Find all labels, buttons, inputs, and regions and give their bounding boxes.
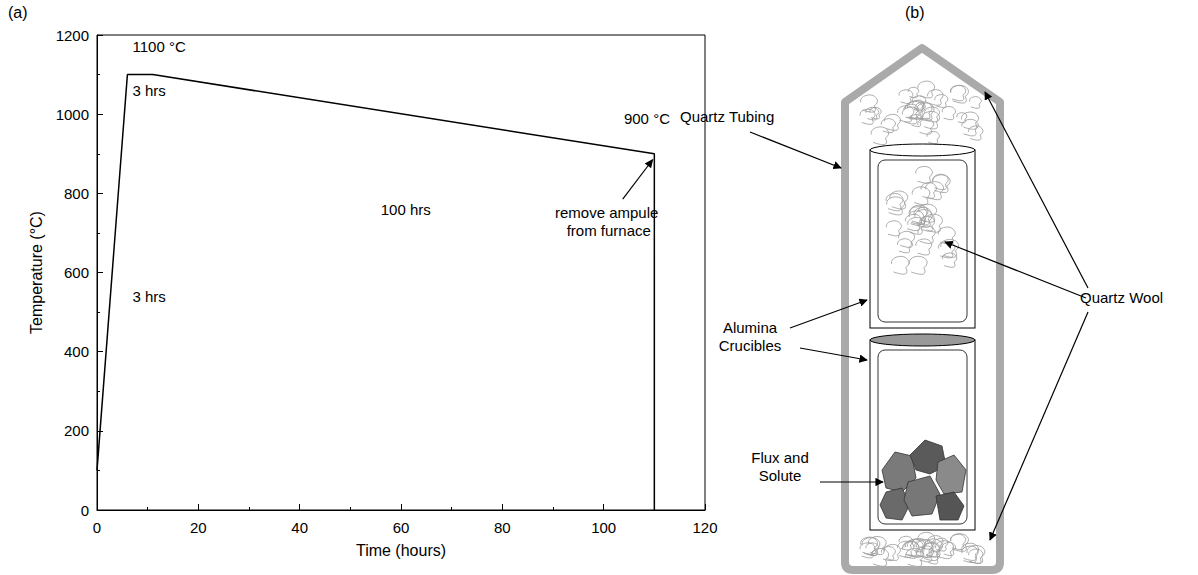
svg-text:100: 100 [591,519,616,536]
svg-text:3 hrs: 3 hrs [132,288,165,305]
svg-text:600: 600 [64,264,89,281]
svg-text:800: 800 [64,185,89,202]
svg-text:from furnace: from furnace [567,222,651,239]
svg-text:Flux andSolute: Flux andSolute [751,449,809,484]
svg-text:0: 0 [93,519,101,536]
svg-text:400: 400 [64,343,89,360]
svg-text:AluminaCrucibles: AluminaCrucibles [719,319,782,354]
svg-text:40: 40 [291,519,308,536]
svg-text:900 °C: 900 °C [624,110,670,127]
svg-text:60: 60 [393,519,410,536]
svg-text:Time (hours): Time (hours) [356,542,446,559]
svg-text:0: 0 [81,502,89,519]
html-text:(b): (b) [905,4,925,21]
svg-text:Quartz Wool: Quartz Wool [1080,289,1163,306]
svg-text:Temperature (°C): Temperature (°C) [28,211,45,334]
svg-text:20: 20 [190,519,207,536]
svg-text:1000: 1000 [56,106,89,123]
svg-text:3 hrs: 3 hrs [132,82,165,99]
svg-text:120: 120 [692,519,717,536]
svg-text:remove ampule: remove ampule [555,204,663,221]
svg-text:Quartz Tubing: Quartz Tubing [680,108,774,125]
svg-text:100 hrs: 100 hrs [381,201,431,218]
svg-text:1100 °C: 1100 °C [132,38,185,55]
html-text:(a): (a) [8,4,28,21]
svg-text:80: 80 [494,519,511,536]
svg-text:200: 200 [64,422,89,439]
svg-text:1200: 1200 [56,27,89,44]
